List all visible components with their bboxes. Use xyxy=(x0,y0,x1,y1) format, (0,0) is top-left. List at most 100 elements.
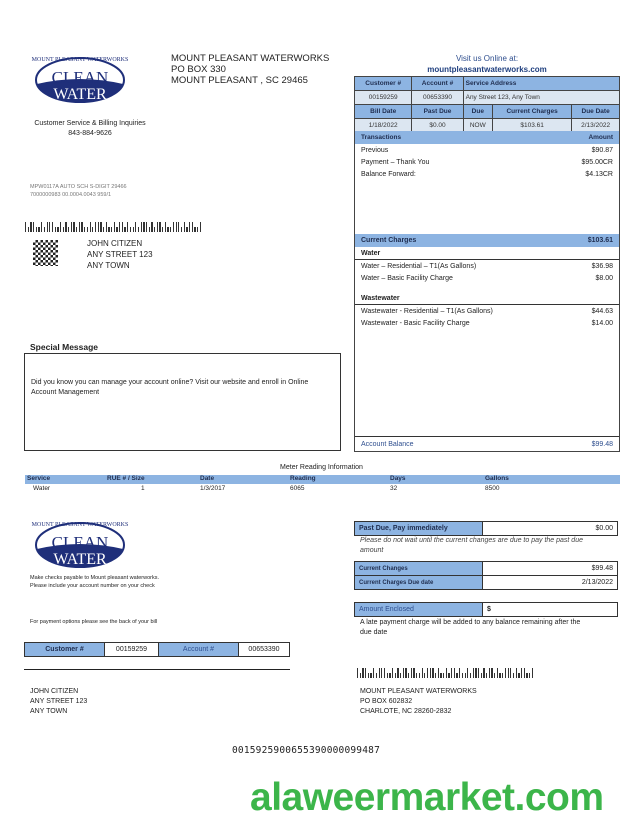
remit-line: MOUNT PLEASANT WATERWORKS xyxy=(360,688,477,695)
current-charges-label: Current Charges xyxy=(361,237,417,244)
wastewater-heading: Wastewater xyxy=(355,292,619,305)
meter-value: 1/3/2017 xyxy=(200,485,226,492)
amount-enclosed-label: Amount Enclosed xyxy=(354,602,483,617)
meter-value: 32 xyxy=(390,485,398,492)
special-message-title: Special Message xyxy=(30,342,99,352)
due: NOW xyxy=(462,118,494,133)
charge-row: Balance Forward: $4.13CR xyxy=(355,168,619,180)
meter-header: Reading xyxy=(290,475,316,482)
meter-header: Date xyxy=(200,475,215,482)
customer-name: JOHN CITIZEN xyxy=(30,688,79,695)
header-current-charges: Current Charges xyxy=(491,104,573,119)
stub-customer-number: 00159259 xyxy=(104,642,159,657)
company-address: MOUNT PLEASANT WATERWORKS PO BOX 330 MOU… xyxy=(171,53,329,86)
meter-header: Days xyxy=(390,475,406,482)
postal-barcode xyxy=(25,222,201,232)
charge-row: Water – Residential – T1(As Gallons) $36.… xyxy=(355,260,619,272)
stub-customer-address: JOHN CITIZEN ANY STREET 123 ANY TOWN xyxy=(30,687,87,717)
late-payment-note: A late payment charge will be added to a… xyxy=(360,619,581,636)
charge-description: Wastewater - Basic Facility Charge xyxy=(361,319,470,327)
customer-name: JOHN CITIZEN xyxy=(87,239,143,248)
meter-header: RUE # / Size xyxy=(107,475,145,482)
charge-row: Wastewater - Basic Facility Charge $14.00 xyxy=(355,317,619,329)
current-charges-total: $103.61 xyxy=(587,237,613,244)
past-due-label: Past Due, Pay immediately xyxy=(354,521,483,536)
charge-description: Wastewater - Residential – T1(As Gallons… xyxy=(361,307,493,315)
stub-account-label: Account # xyxy=(158,642,239,657)
svg-text:WATER: WATER xyxy=(53,551,107,568)
past-due-amount: $0.00 xyxy=(481,521,619,536)
account-summary-table: Customer # Account # Service Address 00159… xyxy=(353,76,621,133)
water-heading: Water xyxy=(355,247,619,260)
transactions-label: Transactions xyxy=(361,134,402,141)
account-number: 00653390 xyxy=(411,90,464,105)
past-due-note: Please do not wait until the current cha… xyxy=(360,537,583,554)
svg-text:CLEAN: CLEAN xyxy=(52,68,109,87)
check-instruction: Make checks payable to Mount pleasant wa… xyxy=(30,575,160,581)
special-message-box: Did you know you can manage your account… xyxy=(24,353,341,451)
watermark: alaweermarket.com xyxy=(250,776,604,819)
mail-codes: MPW0117A AUTO SCH S-DIGIT 29466 70000009… xyxy=(30,183,127,199)
meter-header: Gallons xyxy=(485,475,509,482)
charge-description: Water – Basic Facility Charge xyxy=(361,274,453,282)
due-date: 2/13/2022 xyxy=(571,118,620,133)
divider xyxy=(24,669,290,670)
header-due-date: Due Date xyxy=(571,104,620,119)
scan-line: 0015925900655390000099487 xyxy=(232,745,380,756)
header-account: Account # xyxy=(411,76,464,91)
company-address-line: PO BOX 330 xyxy=(171,64,226,75)
charge-amount: $95.00CR xyxy=(581,158,613,166)
header-due: Due xyxy=(462,104,494,119)
current-changes-label: Current Changes xyxy=(354,561,483,576)
stub-customer-label: Customer # xyxy=(24,642,105,657)
amount-enclosed-input[interactable]: $ xyxy=(482,602,618,617)
meter-value: 1 xyxy=(141,485,145,492)
service-phone: 843-884-9626 xyxy=(68,130,112,137)
customer-street: ANY STREET 123 xyxy=(87,250,153,259)
meter-value: 8500 xyxy=(485,485,500,492)
service-address: Any Street 123, Any Town xyxy=(462,90,621,105)
mail-code: MPW0117A AUTO SCH S-DIGIT 29466 xyxy=(30,184,127,190)
header-customer: Customer # xyxy=(353,76,413,91)
postal-barcode xyxy=(357,668,533,678)
past-due-table: Past Due, Pay immediately $0.00 xyxy=(354,521,619,536)
stub-account-table: Customer # 00159259 Account # 00653390 xyxy=(24,642,290,657)
charge-description: Previous xyxy=(361,146,389,154)
customer-number: 00159259 xyxy=(353,90,413,105)
meter-header: Service xyxy=(27,475,51,482)
company-logo: CLEAN WATER MOUNT PLEASANT WATERWORKS xyxy=(30,52,130,104)
amount-enclosed-table: Amount Enclosed $ xyxy=(354,602,618,617)
charge-description: Payment – Thank You xyxy=(361,158,430,166)
mail-code: 7000000983 00.0004.0043 959/1 xyxy=(30,192,112,198)
header-bill-date: Bill Date xyxy=(353,104,413,119)
amount-label: Amount xyxy=(588,134,613,141)
current-changes-amount: $99.48 xyxy=(481,561,618,576)
qr-code xyxy=(33,240,58,266)
stub-account-number: 00653390 xyxy=(238,642,290,657)
charge-amount: $36.98 xyxy=(591,262,613,270)
charge-amount: $44.63 xyxy=(591,307,613,315)
website-link[interactable]: mountpleasantwaterworks.com xyxy=(427,65,547,74)
charge-amount: $14.00 xyxy=(591,319,613,327)
charge-amount: $4.13CR xyxy=(585,170,613,178)
svg-text:CLEAN: CLEAN xyxy=(52,533,109,552)
transactions-panel: Transactions Amount Previous $90.87 Payment… xyxy=(354,131,620,452)
current-due-date: 2/13/2022 xyxy=(481,575,618,590)
service-label: Customer Service & Billing Inquiries xyxy=(34,120,146,127)
header-past-due: Past Due xyxy=(411,104,464,119)
current-due-label: Current Charges Due date xyxy=(354,575,483,590)
customer-address: JOHN CITIZEN ANY STREET 123 ANY TOWN xyxy=(87,238,153,271)
charge-amount: $90.87 xyxy=(591,146,613,154)
charge-row: Water – Basic Facility Charge $8.00 xyxy=(355,272,619,284)
account-balance: $99.48 xyxy=(591,440,613,448)
meter-table: Service RUE # / Size Date Reading Days Gallon… xyxy=(25,475,620,496)
payment-options-note: For payment options please see the back … xyxy=(30,619,158,625)
meter-value: Water xyxy=(33,485,51,492)
charge-description: Water – Residential – T1(As Gallons) xyxy=(361,262,477,270)
company-address-line: MOUNT PLEASANT , SC 29465 xyxy=(171,75,308,86)
remit-address: MOUNT PLEASANT WATERWORKS PO BOX 602832 … xyxy=(360,687,477,717)
header-service-address: Service Address xyxy=(462,76,621,91)
company-name: MOUNT PLEASANT WATERWORKS xyxy=(171,53,330,64)
remit-line: CHARLOTE, NC 28260-2832 xyxy=(360,708,452,715)
special-message-text: Did you know you can manage your account… xyxy=(31,379,309,396)
